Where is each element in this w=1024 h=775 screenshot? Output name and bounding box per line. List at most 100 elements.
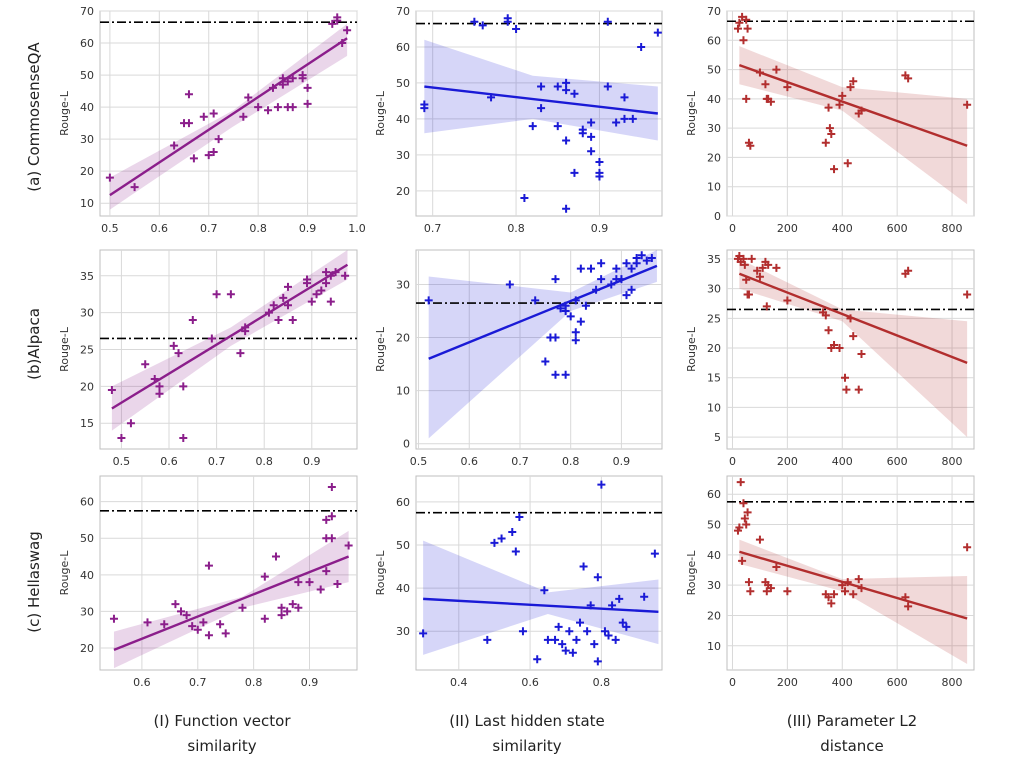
data-point-marker (327, 512, 336, 521)
data-point-marker (742, 520, 751, 529)
panel-1-1: 0.5 0.6 0.7 0.8 0.9 0 10 20 30 Rouge-L (374, 249, 663, 468)
data-point-marker (273, 103, 282, 112)
confidence-band (739, 258, 968, 438)
data-point-marker (611, 635, 620, 644)
x-tick-label: 0.9 (613, 455, 631, 468)
panel-2-0: 0.6 0.7 0.8 0.9 20 30 40 50 60 Rouge-L (58, 475, 358, 689)
data-point-marker (762, 587, 771, 596)
y-tick-label: 40 (396, 582, 410, 595)
data-point-marker (640, 592, 649, 601)
x-tick-label: 0.6 (160, 455, 178, 468)
data-point-marker (283, 77, 292, 86)
data-point-marker (303, 99, 312, 108)
panel-0-1: 0.7 0.8 0.9 20 30 40 50 60 70 Rouge-L (374, 5, 663, 235)
data-point-marker (551, 275, 560, 284)
data-point-marker (551, 635, 560, 644)
data-point-marker (586, 601, 595, 610)
data-point-marker (171, 600, 180, 609)
plot-area (726, 475, 975, 671)
data-point-marker (264, 106, 273, 115)
data-point-marker (830, 341, 839, 350)
panel-0-0: 0.5 0.6 0.7 0.8 0.9 1.0 10 20 30 40 50 60 70 Rouge-L (58, 5, 366, 235)
data-point-marker (216, 620, 225, 629)
data-point-marker (615, 594, 624, 603)
x-tick-label: 200 (777, 676, 798, 689)
data-point-marker (209, 147, 218, 156)
x-tick-label: 0.8 (593, 676, 611, 689)
data-point-marker (783, 587, 792, 596)
data-point-marker (105, 173, 114, 182)
data-point-marker (603, 82, 612, 91)
y-tick-label: 60 (80, 496, 94, 509)
data-point-marker (236, 349, 245, 358)
y-tick-label: 70 (80, 5, 94, 18)
data-point-marker (327, 534, 336, 543)
y-tick-label: 30 (707, 283, 721, 296)
y-axis-label: Rouge-L (685, 90, 698, 136)
data-point-marker (904, 74, 913, 83)
data-point-marker (179, 382, 188, 391)
x-tick-label: 0.9 (301, 676, 319, 689)
y-axis-label: Rouge-L (685, 326, 698, 372)
x-tick-label: 200 (777, 222, 798, 235)
data-point-marker (846, 83, 855, 92)
x-tick-label: 0.7 (208, 455, 226, 468)
data-point-marker (963, 290, 972, 299)
plot-area (726, 10, 975, 217)
x-tick-label: 400 (832, 455, 853, 468)
regression-line (111, 263, 349, 410)
data-point-marker (595, 172, 604, 181)
data-point-marker (303, 279, 312, 288)
data-point-marker (331, 268, 340, 277)
data-point-marker (278, 80, 287, 89)
data-point-marker (835, 344, 844, 353)
data-point-marker (170, 141, 179, 150)
y-tick-label: 50 (396, 77, 410, 90)
x-tick-label: 0.7 (424, 222, 442, 235)
data-point-marker (490, 538, 499, 547)
data-point-marker (637, 42, 646, 51)
data-point-marker (620, 93, 629, 102)
data-point-marker (593, 573, 602, 582)
data-point-marker (597, 259, 606, 268)
data-point-marker (188, 622, 197, 631)
data-point-marker (254, 103, 263, 112)
data-point-marker (553, 82, 562, 91)
data-point-marker (511, 547, 520, 556)
data-point-marker (554, 622, 563, 631)
data-point-marker (854, 575, 863, 584)
data-point-marker (743, 24, 752, 33)
data-point-marker (184, 119, 193, 128)
y-tick-label: 20 (80, 165, 94, 178)
data-point-marker (742, 15, 751, 24)
data-point-marker (766, 97, 775, 106)
x-tick-label: 0.7 (189, 676, 207, 689)
data-point-marker (735, 523, 744, 532)
data-point-marker (241, 327, 250, 336)
data-point-marker (288, 316, 297, 325)
y-tick-label: 40 (396, 113, 410, 126)
data-point-marker (772, 263, 781, 272)
data-point-marker (199, 112, 208, 121)
regression-line (738, 64, 968, 147)
data-point-marker (857, 106, 866, 115)
data-point-marker (824, 593, 833, 602)
data-point-marker (583, 627, 592, 636)
data-point-marker (541, 357, 550, 366)
x-tick-label: 0.6 (521, 676, 539, 689)
data-point-marker (268, 83, 277, 92)
data-point-marker (338, 39, 347, 48)
data-point-marker (632, 259, 641, 268)
x-tick-label: 800 (942, 222, 963, 235)
data-point-marker (562, 204, 571, 213)
y-axis-label: Rouge-L (58, 90, 71, 136)
x-tick-label: 600 (887, 455, 908, 468)
data-point-marker (561, 370, 570, 379)
y-axis-label: Rouge-L (374, 326, 387, 372)
y-tick-label: 35 (707, 253, 721, 266)
data-point-marker (269, 301, 278, 310)
data-point-marker (746, 141, 755, 150)
col-label-function-vector: (I) Function vector similarity (153, 712, 291, 755)
data-point-marker (283, 301, 292, 310)
